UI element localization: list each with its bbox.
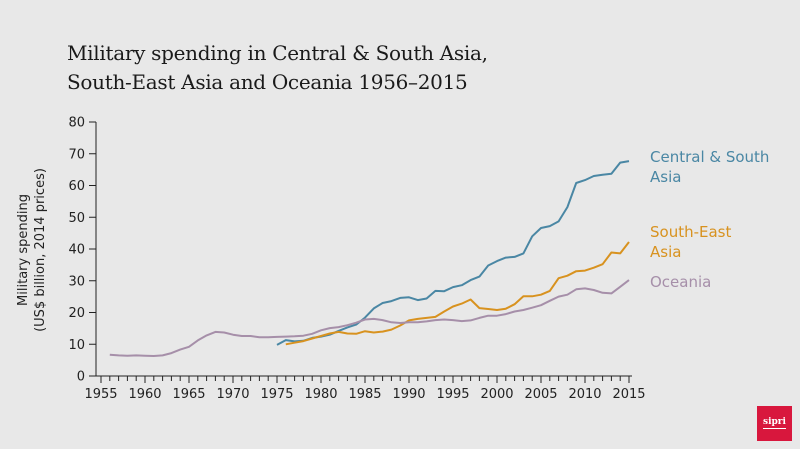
sipri-logo: sipri xyxy=(757,406,792,441)
legend-item-central-south-asia: Central & South Asia xyxy=(650,148,769,186)
legend: Central & South Asia South-East Asia Oceania xyxy=(650,148,769,291)
legend-label: Central & South xyxy=(650,148,769,166)
legend-item-oceania: Oceania xyxy=(650,273,711,291)
y-tick-label: 70 xyxy=(68,147,85,162)
legend-label: Asia xyxy=(650,243,681,261)
x-tick-label: 1995 xyxy=(436,387,469,402)
x-tick-label: 2010 xyxy=(568,387,601,402)
x-tick-label: 1975 xyxy=(260,387,293,402)
x-axis-ticks: 1955 1960 1965 1970 1975 1980 1985 1990 1995 2000… xyxy=(84,376,646,402)
y-axis-title-line-2: (US$ billion, 2014 prices) xyxy=(33,168,48,332)
y-tick-label: 20 xyxy=(68,306,85,321)
series-line-oceania xyxy=(109,279,630,357)
y-tick-label: 40 xyxy=(68,243,85,258)
chart-title-line-2: South-East Asia and Oceania 1956–2015 xyxy=(67,70,468,94)
x-tick-label: 2015 xyxy=(612,387,645,402)
x-tick-label: 2005 xyxy=(524,387,557,402)
y-tick-label: 30 xyxy=(68,274,85,289)
x-tick-label: 1990 xyxy=(392,387,425,402)
legend-item-south-east-asia: South-East Asia xyxy=(650,223,731,261)
legend-label: Asia xyxy=(650,168,681,186)
series-line-south-east-asia xyxy=(285,241,630,346)
x-tick-label: 1980 xyxy=(304,387,337,402)
sipri-logo-text: sipri xyxy=(763,417,786,429)
series-lines xyxy=(109,160,630,357)
y-tick-label: 60 xyxy=(68,179,85,194)
x-tick-label: 2000 xyxy=(480,387,513,402)
series-line-central-south-asia xyxy=(276,160,630,346)
x-tick-label: 1960 xyxy=(128,387,161,402)
axes xyxy=(95,122,632,377)
x-tick-label: 1970 xyxy=(216,387,249,402)
y-tick-label: 10 xyxy=(68,338,85,353)
chart-title: Military spending in Central & South Asi… xyxy=(67,39,488,97)
x-tick-label: 1985 xyxy=(348,387,381,402)
y-tick-label: 50 xyxy=(68,211,85,226)
y-axis-title-line-1: Military spending xyxy=(16,194,31,306)
y-tick-label: 0 xyxy=(77,370,85,385)
y-tick-label: 80 xyxy=(68,116,85,131)
x-tick-label: 1955 xyxy=(84,387,117,402)
legend-label: South-East xyxy=(650,223,731,241)
legend-label: Oceania xyxy=(650,273,711,291)
chart-title-line-1: Military spending in Central & South Asi… xyxy=(67,41,488,65)
y-axis-title: Military spending (US$ billion, 2014 pri… xyxy=(16,168,48,332)
y-axis-ticks: 0 10 20 30 40 50 60 70 80 xyxy=(68,116,96,385)
x-tick-label: 1965 xyxy=(172,387,205,402)
